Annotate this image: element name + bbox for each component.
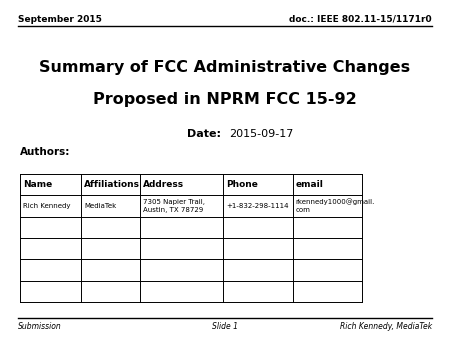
Text: doc.: IEEE 802.11-15/1171r0: doc.: IEEE 802.11-15/1171r0 bbox=[289, 15, 432, 24]
Text: email: email bbox=[296, 180, 324, 189]
Text: Affiliations: Affiliations bbox=[84, 180, 140, 189]
Text: Rich Kennedy: Rich Kennedy bbox=[23, 203, 71, 209]
Text: 2015-09-17: 2015-09-17 bbox=[230, 128, 294, 139]
Text: 7305 Napier Trail,
Austin, TX 78729: 7305 Napier Trail, Austin, TX 78729 bbox=[143, 199, 205, 213]
Text: Phone: Phone bbox=[226, 180, 258, 189]
Text: Name: Name bbox=[23, 180, 53, 189]
Text: Slide 1: Slide 1 bbox=[212, 322, 238, 331]
Text: Address: Address bbox=[143, 180, 184, 189]
Text: Proposed in NPRM FCC 15-92: Proposed in NPRM FCC 15-92 bbox=[93, 92, 357, 107]
Text: Authors:: Authors: bbox=[20, 147, 71, 157]
Text: +1-832-298-1114: +1-832-298-1114 bbox=[226, 203, 288, 209]
Text: Rich Kennedy, MediaTek: Rich Kennedy, MediaTek bbox=[340, 322, 432, 331]
Text: Date:: Date: bbox=[186, 128, 220, 139]
Text: rkennedy1000@gmail.
com: rkennedy1000@gmail. com bbox=[296, 199, 375, 213]
Text: MediaTek: MediaTek bbox=[84, 203, 117, 209]
Text: Summary of FCC Administrative Changes: Summary of FCC Administrative Changes bbox=[40, 60, 410, 75]
Text: September 2015: September 2015 bbox=[18, 15, 102, 24]
Text: Submission: Submission bbox=[18, 322, 62, 331]
